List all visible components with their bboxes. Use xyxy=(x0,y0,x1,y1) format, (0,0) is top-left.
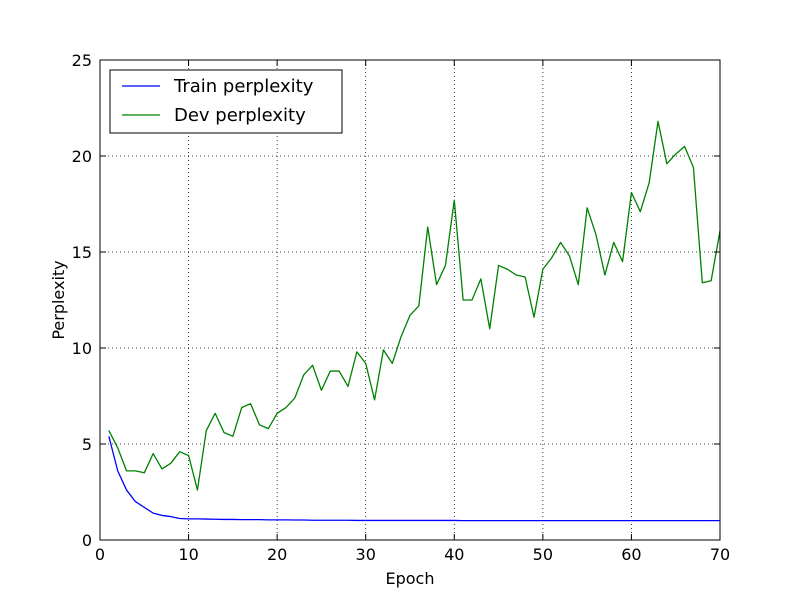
series-layer xyxy=(108,120,721,522)
y-tick-label: 20 xyxy=(72,147,92,166)
grid-lines xyxy=(100,60,720,540)
legend-label-dev: Dev perplexity xyxy=(174,105,306,126)
x-tick-labels: 0 10 20 30 40 50 60 70 xyxy=(95,545,730,564)
y-tick-label: 0 xyxy=(82,531,92,550)
series-line-train-perplexity xyxy=(108,436,720,522)
y-tick-label: 25 xyxy=(72,51,92,70)
axis-ticks xyxy=(99,59,721,541)
x-tick-label: 60 xyxy=(621,545,641,564)
x-tick-label: 30 xyxy=(356,545,376,564)
x-tick-label: 10 xyxy=(178,545,198,564)
x-tick-label: 70 xyxy=(710,545,730,564)
legend: Train perplexity Dev perplexity xyxy=(109,69,343,134)
plot-area xyxy=(100,60,720,540)
legend-box xyxy=(109,69,343,134)
plot-frame xyxy=(99,59,721,541)
y-tick-labels: 0 5 10 15 20 25 xyxy=(72,51,92,550)
x-tick-label: 0 xyxy=(95,545,105,564)
x-tick-label: 20 xyxy=(267,545,287,564)
y-axis-label: Perplexity xyxy=(49,260,68,339)
legend-label-train: Train perplexity xyxy=(173,76,314,97)
y-tick-label: 10 xyxy=(72,339,92,358)
series-line-dev-perplexity xyxy=(108,120,721,491)
x-tick-label: 50 xyxy=(533,545,553,564)
y-tick-label: 15 xyxy=(72,243,92,262)
x-tick-label: 40 xyxy=(444,545,464,564)
x-axis-label: Epoch xyxy=(386,569,435,588)
y-tick-label: 5 xyxy=(82,435,92,454)
